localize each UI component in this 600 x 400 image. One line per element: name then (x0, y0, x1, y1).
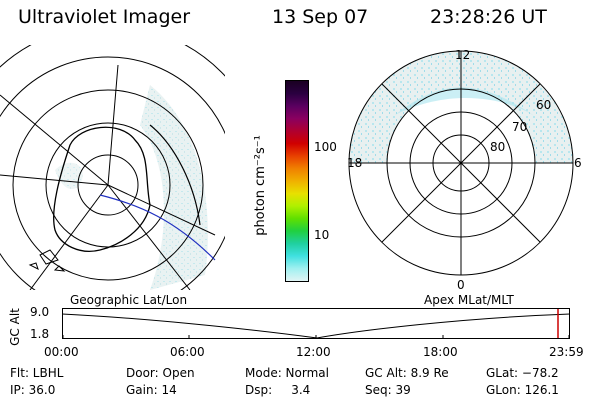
colorbar-gradient (286, 81, 308, 281)
gain-status: Gain: 14 (126, 383, 177, 397)
filter-status: Flt: LBHL (10, 366, 64, 380)
timeline-yaxis-label: GC Alt (7, 308, 22, 346)
gc-alt-status: GC Alt: 8.9 Re (365, 366, 449, 380)
seq-status: Seq: 39 (365, 383, 411, 397)
colorbar-unit-label: photon cm⁻²s⁻¹ (252, 135, 268, 236)
dsp-status: Dsp: 3.4 (245, 383, 311, 397)
date-label: 13 Sep 07 (272, 6, 369, 28)
altitude-timeline-plot (62, 308, 570, 339)
timeline-left-caption: Geographic Lat/Lon (70, 293, 188, 307)
polar-lat-label-70: 70 (512, 120, 528, 134)
glon-status: GLon: 126.1 (486, 383, 559, 397)
polar-label-0: 0 (457, 278, 465, 292)
timeline-xtick-0000: 00:00 (44, 345, 79, 359)
timeline-ytick-high: 9.0 (30, 305, 50, 319)
polar-label-6: 6 (574, 156, 582, 170)
colorbar-tick-100: 100 (314, 140, 337, 154)
glat-status: GLat: −78.2 (486, 366, 559, 380)
polar-label-18: 18 (347, 156, 363, 170)
timeline-xtick-1800: 18:00 (423, 345, 458, 359)
polar-lat-label-80: 80 (490, 140, 506, 154)
polar-mlat-mlt-plot (348, 50, 574, 276)
instrument-title: Ultraviolet Imager (18, 6, 191, 28)
time-label: 23:28:26 UT (430, 6, 547, 28)
timeline-right-caption: Apex MLat/MLT (424, 293, 514, 307)
ip-status: IP: 36.0 (10, 383, 56, 397)
timeline-xtick-0600: 06:00 (170, 345, 205, 359)
polar-lat-label-60: 60 (536, 98, 552, 112)
polar-label-12: 12 (455, 48, 471, 62)
door-status: Door: Open (126, 366, 195, 380)
timeline-ytick-low: 1.8 (30, 327, 50, 341)
timeline-xtick-1200: 12:00 (296, 345, 331, 359)
colorbar-tick-10: 10 (314, 228, 330, 242)
mode-status: Mode: Normal (245, 366, 329, 380)
timeline-xtick-2359: 23:59 (549, 345, 584, 359)
colorbar (285, 80, 309, 282)
geographic-map (0, 45, 225, 290)
